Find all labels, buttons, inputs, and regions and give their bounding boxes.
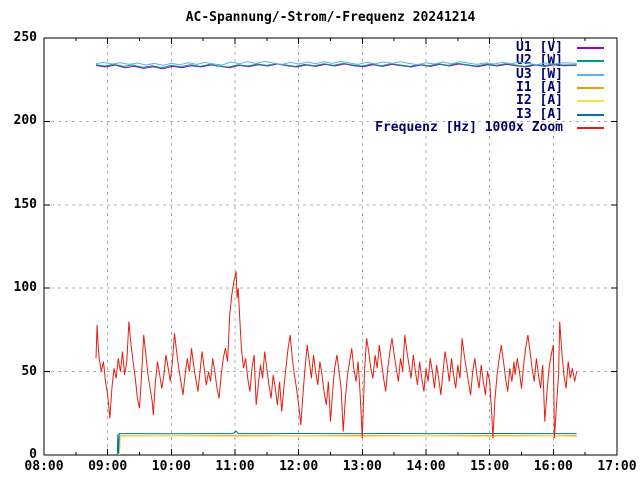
legend-label: I2 [A] (516, 93, 563, 109)
y-tick-label: 50 (21, 363, 37, 379)
legend-line-sample (577, 113, 604, 116)
legend-line-sample (577, 100, 604, 103)
x-tick-label: 10:00 (151, 459, 191, 474)
legend-line-sample (577, 73, 604, 76)
y-tick-label: 0 (29, 447, 37, 462)
chart-title: AC-Spannung/-Strom/-Frequenz 20241214 (185, 10, 476, 25)
y-tick-label: 150 (13, 196, 37, 212)
x-tick-label: 11:00 (215, 459, 255, 474)
legend-line-sample (577, 126, 604, 129)
legend-line-sample (577, 47, 604, 49)
x-tick-label: 12:00 (279, 459, 319, 474)
x-tick-label: 14:00 (406, 459, 446, 474)
legend-label: I3 [A] (516, 106, 563, 122)
y-tick-label: 200 (13, 113, 37, 129)
legend-line-sample (577, 60, 604, 63)
x-tick-label: 15:00 (470, 459, 510, 474)
y-tick-label: 100 (13, 280, 37, 296)
x-tick-label: 08:00 (24, 459, 64, 474)
x-tick-label: 17:00 (597, 459, 637, 474)
legend-label: Frequenz [Hz] 1000x Zoom (375, 119, 563, 135)
x-tick-label: 16:00 (533, 459, 573, 474)
x-tick-label: 13:00 (342, 459, 382, 474)
legend-label: U1 [V] (516, 40, 563, 55)
legend-line-sample (577, 86, 604, 89)
x-tick-label: 09:00 (88, 459, 128, 474)
y-tick-label: 250 (13, 30, 37, 45)
legend-label: U3 [W] (516, 66, 563, 82)
legend-label: I1 [A] (516, 79, 563, 95)
